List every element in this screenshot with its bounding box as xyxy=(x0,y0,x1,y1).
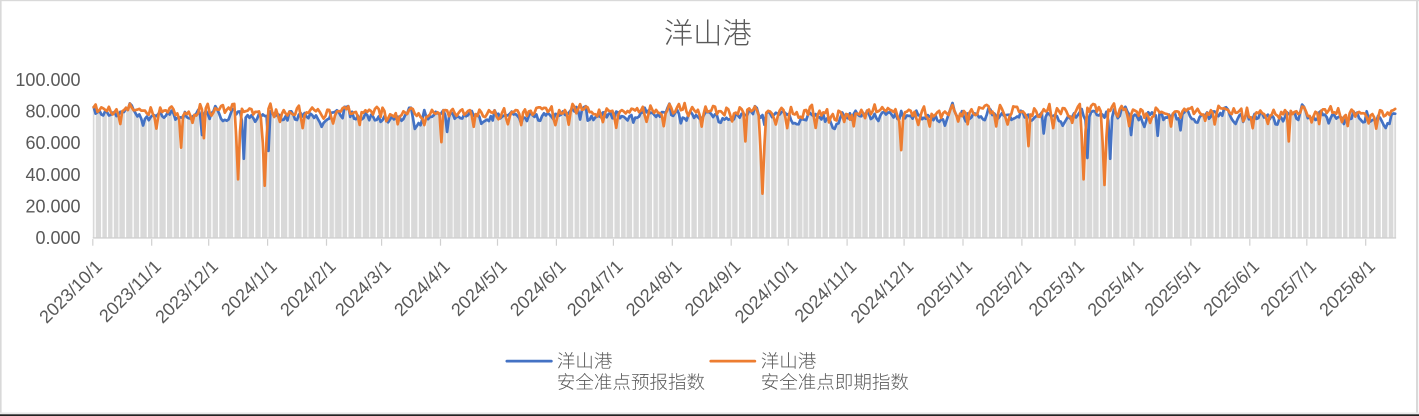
svg-text:0.000: 0.000 xyxy=(35,228,80,248)
svg-text:100.000: 100.000 xyxy=(15,70,80,90)
svg-text:80.000: 80.000 xyxy=(25,102,80,122)
svg-text:60.000: 60.000 xyxy=(25,133,80,153)
svg-text:20.000: 20.000 xyxy=(25,197,80,217)
svg-text:40.000: 40.000 xyxy=(25,165,80,185)
